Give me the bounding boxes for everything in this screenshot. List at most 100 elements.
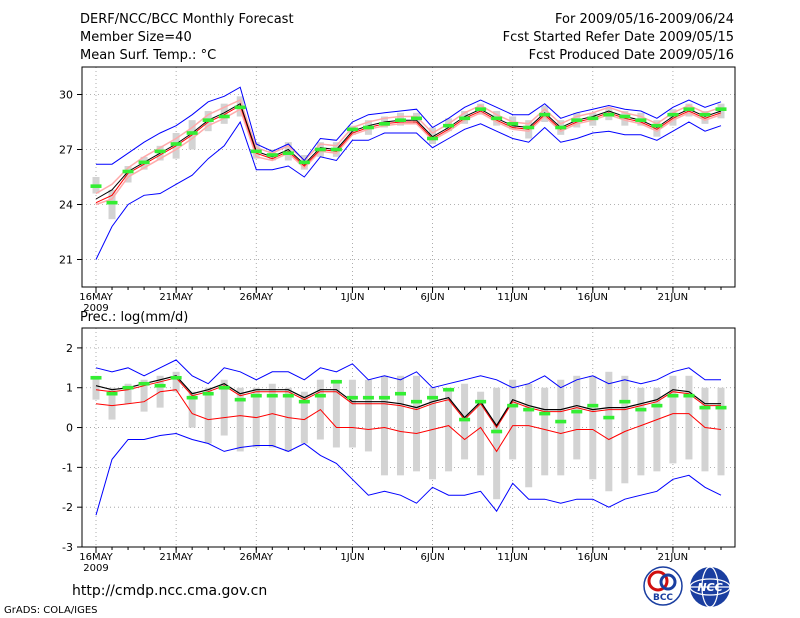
min-line: [95, 120, 722, 260]
mean-line: [95, 102, 722, 200]
max-line: [95, 359, 721, 389]
observed-marker: [122, 385, 134, 390]
observed-marker: [218, 385, 230, 390]
source-url[interactable]: http://cmdp.ncc.cma.gov.cn: [72, 583, 268, 599]
observed-marker: [411, 399, 423, 404]
temperature-panel: 21 24 27 30 16MAY 21MAY 26MAY 1JUN 6JUN 11JUN 16JU…: [59, 66, 736, 314]
observed-marker: [523, 125, 535, 130]
y-tick-label: -1: [62, 461, 73, 474]
observed-marker: [138, 160, 150, 165]
observed-marker: [683, 107, 695, 111]
x-tick-label: 26MAY: [239, 552, 273, 563]
spread-box: [220, 103, 228, 124]
y-tick-label: 27: [59, 144, 73, 157]
spread-box: [348, 379, 356, 448]
x-tick-label: 21JUN: [658, 552, 688, 563]
bcc-logo: BCC: [643, 566, 683, 606]
plot-frame: [81, 66, 736, 288]
spread-box: [380, 375, 388, 476]
observed-marker: [330, 379, 342, 384]
observed-marker: [346, 395, 358, 400]
spread-box: [525, 383, 533, 488]
spread-box: [461, 383, 469, 460]
observed-marker: [523, 407, 535, 412]
median-line: [95, 377, 721, 429]
observed-marker: [314, 147, 326, 152]
spread-box: [509, 379, 517, 460]
observed-marker: [571, 118, 583, 122]
spread-box: [172, 371, 180, 392]
spread-box: [332, 379, 340, 448]
year-label: 2009: [83, 303, 108, 314]
ncc-logo: NCC: [689, 566, 731, 608]
observed-marker: [699, 112, 711, 117]
observed-marker: [507, 122, 519, 126]
spread-box: [669, 375, 677, 464]
observed-marker: [411, 116, 423, 121]
y-tick-label: 1: [66, 382, 73, 395]
variable-label: Mean Surf. Temp.: °C: [80, 48, 217, 63]
member-size: Member Size=40: [80, 30, 192, 45]
observed-marker: [266, 153, 278, 157]
x-tick-label: 21JUN: [658, 292, 688, 303]
spread-box: [124, 383, 132, 404]
spread-box: [477, 391, 485, 476]
spread-box: [701, 387, 709, 472]
observed-marker: [475, 399, 487, 404]
spread-box: [396, 375, 404, 476]
observed-marker: [186, 131, 198, 135]
observed-marker: [539, 112, 551, 117]
observed-marker: [555, 419, 567, 424]
observed-marker: [443, 387, 455, 392]
observed-marker: [186, 395, 198, 400]
spread-box: [493, 387, 501, 500]
observed-marker: [394, 391, 406, 396]
spread-box: [92, 375, 100, 400]
observed-marker: [491, 429, 503, 434]
observed-marker: [138, 381, 150, 386]
spread-box: [236, 387, 244, 452]
fcst-produced-date: Fcst Produced Date 2009/05/16: [528, 48, 734, 63]
observed-marker: [362, 395, 374, 400]
spread-box: [701, 111, 709, 124]
observed-marker: [651, 123, 663, 128]
spread-box: [108, 189, 116, 220]
observed-marker: [154, 149, 166, 154]
observed-marker: [218, 114, 230, 119]
observed-marker: [234, 397, 246, 402]
observed-marker: [491, 116, 503, 121]
p25-line: [95, 108, 722, 206]
x-tick-label: 11JUN: [497, 292, 527, 303]
y-tick-label: 0: [66, 422, 73, 435]
observed-marker: [282, 151, 294, 155]
max-line: [96, 86, 722, 165]
observed-marker: [346, 127, 358, 132]
observed-marker: [378, 122, 390, 126]
spread-box: [268, 383, 276, 448]
spread-box: [108, 387, 116, 420]
spread-box: [685, 375, 693, 460]
observed-marker: [378, 395, 390, 400]
y-tick-label: -2: [62, 501, 73, 514]
spread-box: [669, 109, 677, 126]
observed-marker: [507, 403, 519, 408]
mean-line: [95, 375, 721, 427]
chart-title: DERF/NCC/BCC Monthly Forecast: [80, 12, 294, 27]
observed-marker: [459, 116, 471, 121]
y-tick-label: 2: [66, 342, 73, 355]
observed-marker: [330, 147, 342, 152]
spread-box: [445, 387, 453, 472]
observed-marker: [603, 415, 615, 420]
x-tick-label: 16JUN: [578, 292, 608, 303]
observed-marker: [459, 417, 471, 422]
spread-box: [653, 120, 661, 137]
observed-marker: [427, 395, 439, 400]
observed-marker: [266, 393, 278, 398]
observed-marker: [362, 125, 374, 130]
spread-box: [124, 166, 132, 183]
observed-marker: [170, 142, 182, 146]
observed-marker: [443, 123, 455, 128]
spread-box: [204, 387, 212, 444]
x-tick-label: 16MAY: [79, 292, 113, 303]
x-tick-label: 21MAY: [159, 552, 193, 563]
